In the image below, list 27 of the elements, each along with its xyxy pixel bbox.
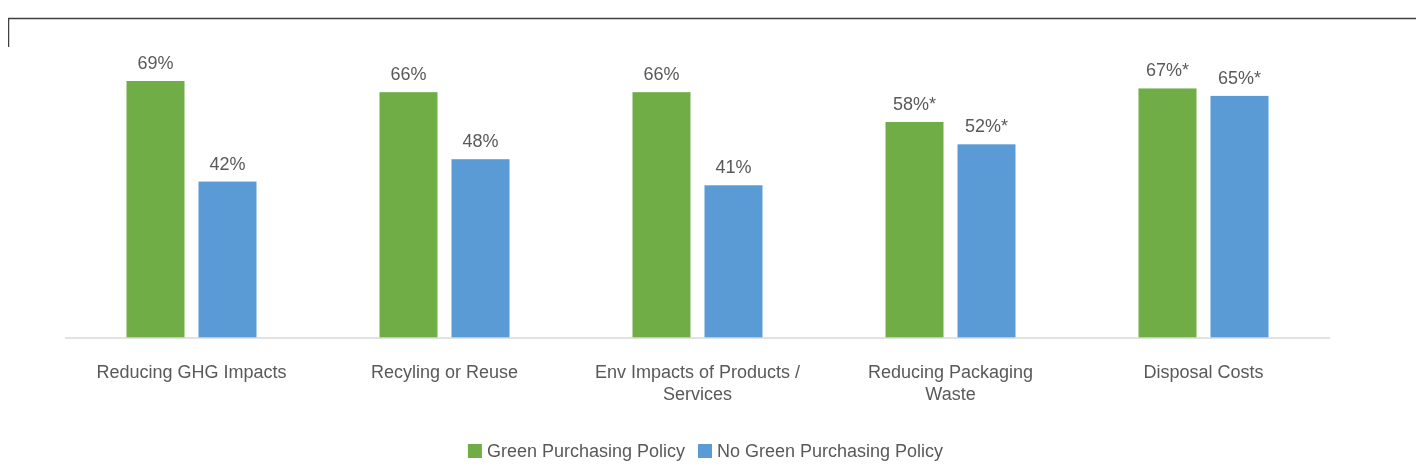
data-label: 42% [209,153,246,174]
data-label: 48% [462,131,499,152]
data-label: 41% [715,157,752,178]
x-tick-label: Reducing GHG Impacts [96,362,287,382]
data-label: 52%* [964,116,1009,137]
data-label: 58%* [892,93,937,114]
bar [1138,88,1197,338]
bar [632,92,691,338]
legend-label: Green Purchasing Policy [486,441,686,461]
bar [957,144,1016,338]
x-tick-label: Recyling or Reuse [370,362,519,382]
bar [126,81,185,338]
bar [379,92,438,338]
data-label: 65%* [1217,67,1262,88]
data-label: 69% [137,53,174,73]
bar [1210,95,1269,338]
legend-label: No Green Purchasing Policy [716,441,944,461]
data-label: 66% [390,64,427,85]
bar [885,121,944,338]
x-tick-label: Disposal Costs [1143,362,1264,382]
bar [198,181,257,338]
data-label: 66% [643,64,680,85]
x-tick-label: Env Impacts of Products / Services [594,362,801,404]
x-tick-label: Reducing Packaging Waste [867,362,1034,404]
data-label: 67%* [1145,60,1190,81]
bar [704,185,763,338]
bar [451,159,510,338]
